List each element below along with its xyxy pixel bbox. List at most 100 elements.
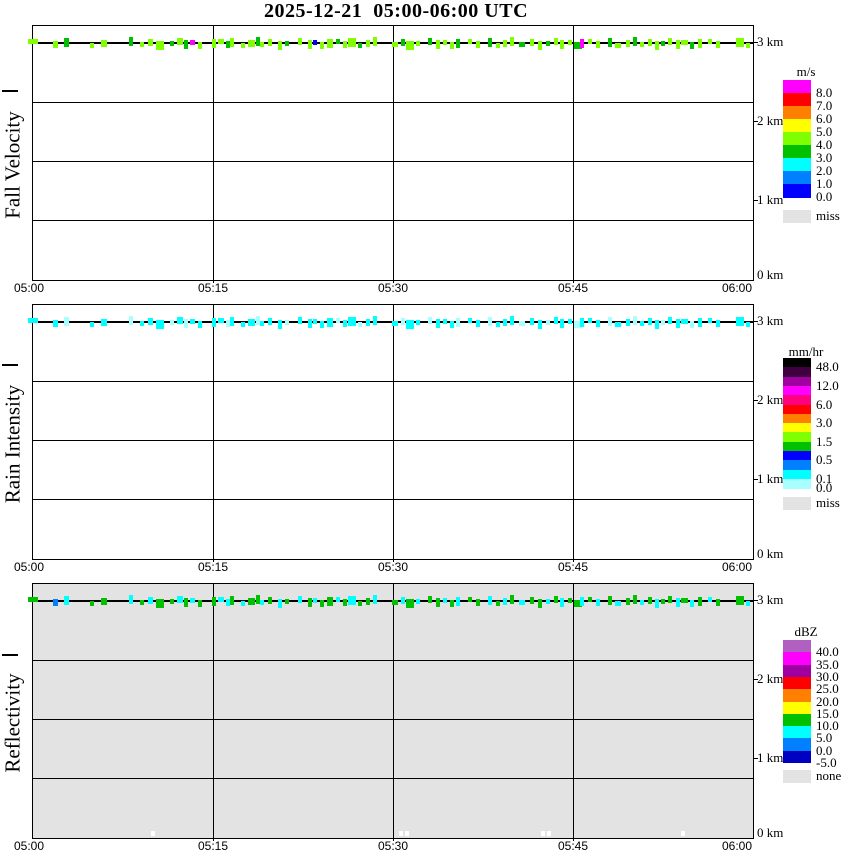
surface-echo-mark xyxy=(541,831,545,836)
time-label: 05:30 xyxy=(377,281,409,295)
echo-mark xyxy=(190,318,196,324)
time-label: 05:00 xyxy=(13,839,45,853)
colorbar-title: mm/hr xyxy=(788,344,824,359)
echo-mark xyxy=(436,39,440,49)
echo-mark xyxy=(140,599,145,605)
echo-mark xyxy=(647,317,652,325)
echo-mark xyxy=(476,319,481,327)
time-tick xyxy=(393,837,394,841)
y-axis-title: Fall Velocity xyxy=(0,111,25,219)
colorbar-band xyxy=(783,460,811,471)
echo-mark xyxy=(488,37,493,47)
colorbar-missing-band xyxy=(783,497,811,510)
echo-mark xyxy=(247,597,255,605)
time-gridline xyxy=(573,26,574,280)
echo-mark xyxy=(308,39,313,49)
echo-mark xyxy=(455,596,460,606)
echo-mark xyxy=(467,38,472,44)
echo-mark xyxy=(348,595,357,605)
echo-mark xyxy=(285,40,290,46)
time-gridline xyxy=(213,26,214,280)
echo-mark xyxy=(140,41,145,47)
y-axis-title: Rain Intensity xyxy=(0,384,25,504)
echo-mark xyxy=(184,318,188,328)
echo-mark xyxy=(190,597,196,603)
echo-mark xyxy=(554,316,559,324)
echo-mark xyxy=(230,37,235,47)
time-tick xyxy=(393,279,394,283)
height-label: 1 km xyxy=(757,750,784,765)
echo-mark xyxy=(184,597,188,607)
echo-mark xyxy=(358,600,362,606)
echo-mark xyxy=(573,41,582,49)
echo-mark xyxy=(156,40,165,50)
colorbar-band xyxy=(783,738,811,752)
echo-mark xyxy=(335,317,340,323)
echo-mark xyxy=(226,598,230,606)
echo-mark xyxy=(545,40,550,46)
echo-mark xyxy=(615,321,621,327)
echo-mark xyxy=(538,598,542,608)
echo-mark xyxy=(689,599,694,607)
plot-title: 2025-12-21 05:00-06:00 UTC xyxy=(263,0,529,22)
echo-mark xyxy=(573,599,582,607)
echo-mark xyxy=(241,321,245,327)
echo-mark xyxy=(405,40,414,50)
echo-mark xyxy=(190,39,196,45)
echo-mark xyxy=(502,318,507,326)
colorbar-label: 1.0 xyxy=(816,176,833,191)
colorbar-band xyxy=(783,404,811,415)
time-label: 05:15 xyxy=(197,839,229,853)
colorbar-band xyxy=(783,451,811,461)
echo-mark xyxy=(177,37,183,45)
echo-mark xyxy=(28,38,38,44)
echo-mark xyxy=(320,320,325,328)
colorbar-label: 0.1 xyxy=(816,470,833,486)
echo-mark xyxy=(278,598,283,608)
plot-area xyxy=(28,304,754,560)
echo-mark xyxy=(365,39,370,47)
echo-mark xyxy=(655,319,659,329)
echo-mark xyxy=(626,39,631,47)
time-tick xyxy=(213,558,214,562)
echo-mark xyxy=(89,600,94,606)
colorbar-label: 3.0 xyxy=(816,415,833,431)
time-gridline xyxy=(573,584,574,838)
height-label: 2 km xyxy=(757,113,784,128)
height-tick xyxy=(753,479,758,480)
colorbar-band xyxy=(783,119,811,133)
echo-mark xyxy=(365,318,370,326)
time-gridline xyxy=(393,584,394,838)
echo-mark xyxy=(373,36,377,46)
echo-mark xyxy=(587,38,592,44)
echo-mark xyxy=(156,319,165,329)
echo-mark xyxy=(184,39,188,49)
echo-mark xyxy=(392,41,399,47)
echo-mark xyxy=(260,320,265,326)
echo-mark xyxy=(129,36,134,46)
echo-mark xyxy=(308,318,313,328)
time-label: 05:15 xyxy=(197,281,229,295)
echo-mark xyxy=(147,317,153,325)
time-label: 06:00 xyxy=(721,839,753,853)
echo-mark xyxy=(716,40,721,48)
surface-echo-mark xyxy=(547,831,551,836)
echo-mark xyxy=(661,40,665,46)
echo-mark xyxy=(655,40,659,50)
echo-mark xyxy=(442,39,447,45)
echo-mark xyxy=(218,596,225,602)
height-tick xyxy=(753,758,758,759)
echo-mark xyxy=(560,318,565,328)
echo-mark xyxy=(596,598,601,606)
echo-mark xyxy=(538,319,542,329)
colorbar-band xyxy=(783,80,811,94)
time-label: 05:30 xyxy=(377,839,409,853)
echo-mark xyxy=(241,42,245,48)
time-gridline xyxy=(213,584,214,838)
echo-mark xyxy=(689,320,694,328)
echo-mark xyxy=(147,38,153,46)
echo-mark xyxy=(467,317,472,323)
time-gridline xyxy=(393,26,394,280)
echo-mark xyxy=(348,316,357,326)
